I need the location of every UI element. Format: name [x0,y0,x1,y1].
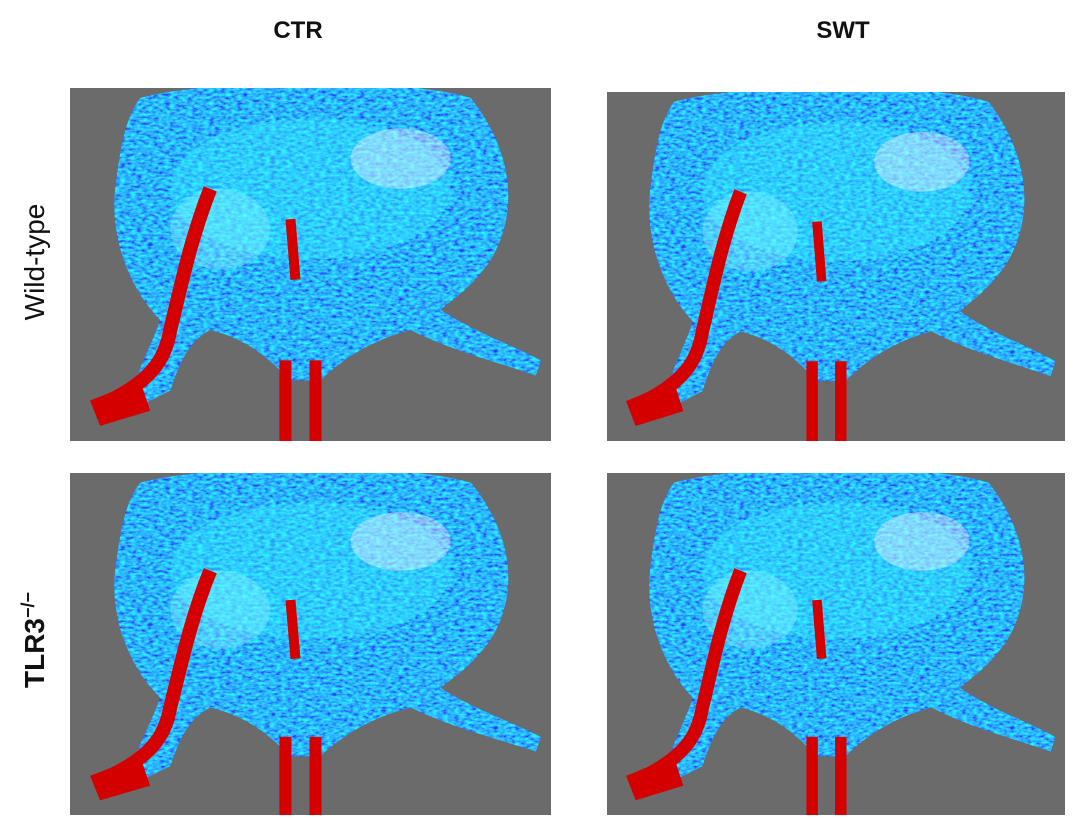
row-label-text: TLR3 [19,618,50,688]
panel [70,468,551,815]
figure: CTR SWT Wild-type TLR3−/− [0,0,1082,819]
row-label: Wild-type [19,204,50,321]
panel [70,83,551,441]
page: {"columns": ["CTR", "SWT"], "rows": [{"l… [0,0,1082,819]
column-header: CTR [273,17,322,44]
column-header: SWT [816,17,870,44]
row-label-sup: −/− [18,592,38,618]
row-label: TLR3−/− [18,592,50,688]
panel [607,87,1065,441]
panel [607,468,1065,815]
